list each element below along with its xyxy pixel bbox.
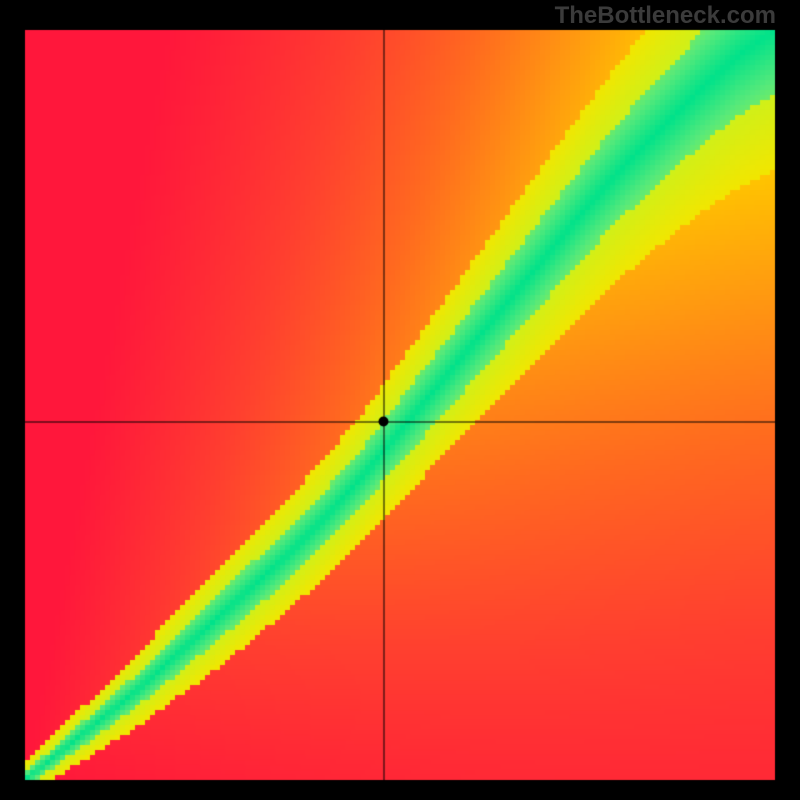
bottleneck-heatmap [0,0,800,800]
